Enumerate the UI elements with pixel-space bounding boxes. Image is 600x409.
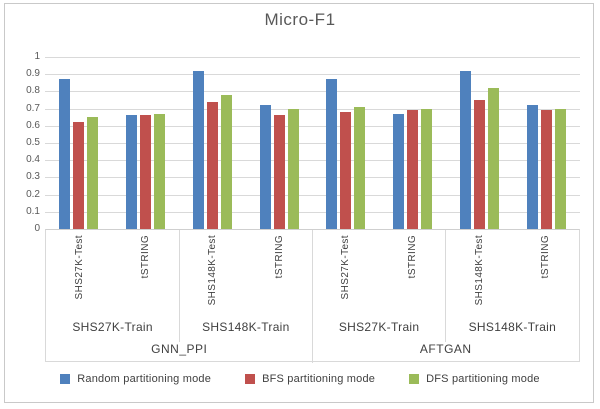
- y-axis-tick-label: 0.6: [26, 119, 40, 131]
- bar-bfs: [407, 110, 419, 229]
- model-label: GNN_PPI: [151, 342, 208, 356]
- bars-layer: [45, 57, 580, 229]
- bar-bfs: [474, 100, 486, 229]
- legend-label: BFS partitioning mode: [262, 373, 376, 385]
- legend-item: BFS partitioning mode: [245, 373, 375, 385]
- gridline: [45, 211, 580, 213]
- category-label: tSTRING: [140, 235, 152, 279]
- bar-random: [326, 79, 338, 229]
- train-label: SHS27K-Train: [338, 320, 420, 334]
- y-axis-tick-label: 0.3: [26, 171, 40, 183]
- category-label: tSTRING: [273, 235, 285, 279]
- y-axis-tick-label: 0.7: [26, 102, 40, 114]
- axis-table: SHS27K-Test tSTRING SHS148K-Test tSTRING SHS…: [45, 229, 580, 363]
- bar-bfs: [72, 122, 84, 229]
- category-label: SHS148K-Test: [207, 235, 219, 306]
- legend-item: DFS partitioning mode: [409, 373, 540, 385]
- train-label: SHS148K-Train: [202, 320, 290, 334]
- category-label: tSTRING: [406, 235, 418, 279]
- train-label-row: SHS27K-Train SHS148K-Train SHS27K-Train SHS…: [46, 312, 579, 342]
- legend-label: Random partitioning mode: [77, 373, 212, 385]
- table-divider-line: [178, 230, 180, 342]
- bar-bfs: [340, 112, 352, 229]
- train-label: SHS27K-Train: [72, 320, 153, 334]
- gridline: [45, 57, 580, 58]
- category-cell: tSTRING: [246, 230, 313, 312]
- bar-dfs: [555, 108, 567, 229]
- model-label: AFTGAN: [419, 342, 472, 356]
- category-cell: tSTRING: [379, 230, 446, 312]
- bar-random: [460, 70, 472, 229]
- bar-cluster: [313, 57, 380, 229]
- legend: Random partitioning mode BFS partitioning…: [0, 373, 600, 385]
- bar-dfs: [488, 87, 500, 229]
- y-axis-tick-label: 1: [34, 51, 40, 62]
- bar-bfs: [206, 101, 218, 229]
- bar-dfs: [354, 106, 366, 229]
- chart-title: Micro-F1: [264, 10, 336, 29]
- category-cell: SHS148K-Test: [179, 230, 246, 312]
- category-cell: SHS27K-Test: [313, 230, 380, 312]
- train-label: SHS148K-Train: [468, 320, 557, 334]
- category-cell: tSTRING: [512, 230, 579, 312]
- bar-cluster: [379, 57, 446, 229]
- bar-bfs: [541, 110, 553, 229]
- category-label: SHS148K-Test: [473, 235, 485, 306]
- model-label-row: GNN_PPI AFTGAN: [46, 342, 579, 363]
- gridline: [45, 125, 580, 127]
- bar-dfs: [86, 117, 98, 229]
- legend-swatch-icon: [409, 374, 420, 384]
- gridline: [45, 91, 580, 93]
- bar-cluster: [513, 57, 580, 229]
- bar-cluster: [246, 57, 313, 229]
- bar-dfs: [287, 108, 299, 229]
- category-cell: SHS27K-Test: [46, 230, 113, 312]
- y-axis-tick-label: 0.8: [26, 85, 40, 97]
- gridline: [45, 74, 580, 76]
- legend-item: Random partitioning mode: [60, 373, 211, 385]
- bar-random: [125, 115, 137, 229]
- bar-cluster: [446, 57, 513, 229]
- y-axis-tick-label: 0.5: [26, 137, 40, 148]
- bar-bfs: [139, 115, 151, 229]
- gridline: [45, 177, 580, 179]
- gridline: [45, 194, 580, 196]
- bar-cluster: [112, 57, 179, 229]
- gridline: [45, 160, 580, 162]
- bar-dfs: [421, 108, 433, 229]
- y-axis-tick-label: 0.9: [26, 68, 40, 80]
- legend-swatch-icon: [60, 374, 71, 384]
- bar-random: [393, 113, 405, 229]
- table-divider-line: [312, 230, 313, 363]
- table-divider-line: [445, 230, 447, 342]
- bar-dfs: [153, 113, 165, 229]
- bar-cluster: [45, 57, 112, 229]
- y-axis-tick-label: 0.2: [26, 188, 40, 200]
- legend-label: DFS partitioning mode: [426, 373, 540, 385]
- gridline: [45, 108, 580, 110]
- bar-random: [527, 105, 539, 229]
- category-label: SHS27K-Test: [73, 235, 85, 300]
- bar-bfs: [273, 115, 285, 229]
- gridline: [45, 143, 580, 144]
- y-axis-tick-label: 0.1: [26, 205, 40, 217]
- bar-random: [259, 105, 271, 229]
- y-axis-tick-label: 0: [34, 223, 40, 234]
- category-cell: tSTRING: [113, 230, 180, 312]
- bar-cluster: [179, 57, 246, 229]
- bar-dfs: [220, 94, 232, 229]
- category-label: tSTRING: [540, 235, 552, 279]
- legend-swatch-icon: [245, 374, 256, 384]
- category-label: SHS27K-Test: [340, 235, 352, 300]
- plot-area: [45, 57, 580, 230]
- y-axis-tick-label: 0.4: [26, 154, 40, 166]
- bar-random: [192, 70, 204, 229]
- bar-random: [58, 79, 70, 229]
- category-cell: SHS148K-Test: [446, 230, 513, 312]
